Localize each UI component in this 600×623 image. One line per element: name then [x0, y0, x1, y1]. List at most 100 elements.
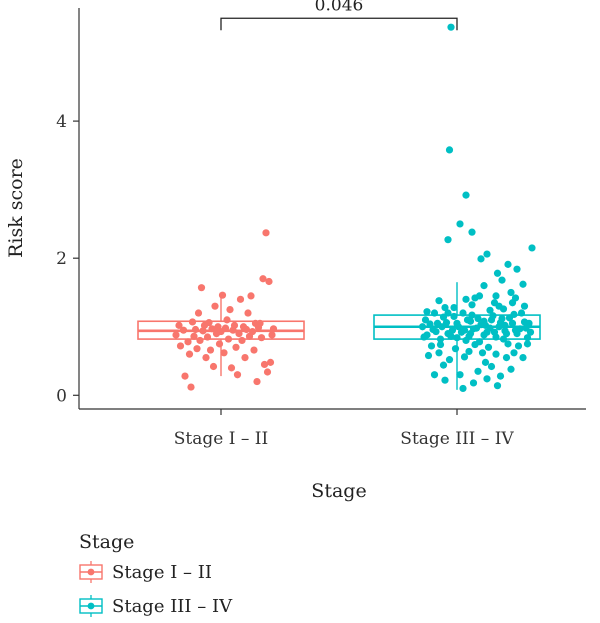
data-point: [188, 318, 197, 326]
x-axis-ticks: Stage I – II Stage III – IV: [174, 409, 514, 449]
data-point: [474, 314, 482, 323]
data-point: [190, 332, 198, 340]
data-point: [498, 314, 506, 323]
data-point: [456, 371, 464, 379]
data-point: [451, 345, 460, 353]
data-point: [465, 347, 473, 356]
y-tick-label: 4: [56, 112, 67, 132]
data-point: [184, 338, 192, 346]
data-point: [220, 349, 228, 357]
data-point: [441, 303, 449, 312]
data-point: [444, 309, 452, 317]
data-point: [421, 316, 430, 324]
data-point: [468, 301, 476, 309]
data-point: [176, 342, 185, 350]
legend-item: Stage III – IV: [79, 595, 233, 617]
data-point: [525, 319, 533, 327]
data-point: [242, 325, 251, 334]
box-groups: [137, 23, 541, 393]
y-axis-title: Risk score: [5, 158, 27, 258]
data-point: [218, 291, 227, 299]
data-point: [211, 302, 219, 310]
data-point: [450, 312, 458, 321]
data-point: [462, 336, 470, 345]
data-point: [193, 345, 201, 353]
data-point: [262, 229, 270, 237]
data-point: [519, 280, 527, 288]
data-point: [469, 379, 478, 387]
data-point: [447, 332, 455, 340]
p-value-label: 0.046: [315, 0, 364, 15]
legend-key-point: [87, 602, 95, 610]
data-point: [215, 340, 224, 348]
data-point: [514, 342, 523, 350]
data-point: [510, 349, 518, 357]
data-point: [223, 316, 231, 324]
data-point: [236, 295, 245, 303]
data-point: [501, 321, 509, 329]
data-point: [493, 269, 502, 277]
data-point: [432, 327, 440, 336]
data-point: [526, 328, 535, 336]
data-point: [477, 255, 485, 263]
data-point: [468, 311, 476, 319]
data-point: [445, 356, 454, 364]
x-tick-label: Stage I – II: [174, 429, 268, 449]
data-point: [253, 377, 261, 386]
data-point: [456, 220, 464, 228]
significance-bracket-line: [220, 17, 458, 31]
data-point: [194, 309, 203, 317]
data-point: [517, 309, 526, 317]
data-point: [445, 146, 454, 154]
data-point: [487, 362, 496, 371]
data-point: [486, 306, 494, 314]
data-point: [442, 319, 451, 327]
data-point: [490, 299, 499, 307]
data-point: [495, 323, 503, 331]
data-point: [230, 321, 239, 329]
data-point: [474, 367, 482, 375]
data-point: [436, 340, 445, 349]
data-point: [484, 343, 493, 351]
data-point: [483, 375, 491, 383]
y-axis-ticks: 0 2 4: [56, 112, 79, 406]
data-point: [172, 331, 180, 339]
data-point: [492, 292, 500, 300]
data-point: [233, 371, 242, 379]
data-point: [418, 323, 427, 331]
data-point: [191, 325, 200, 334]
data-point: [511, 294, 520, 302]
data-point: [454, 323, 463, 331]
data-point: [256, 319, 264, 327]
y-tick-label: 2: [56, 249, 67, 269]
data-point: [481, 358, 490, 366]
data-point: [235, 329, 243, 338]
data-point: [508, 319, 517, 327]
data-point: [489, 312, 497, 320]
data-point: [471, 340, 479, 349]
data-point: [480, 282, 488, 290]
data-point: [441, 376, 449, 384]
legend-label: Stage I – II: [112, 562, 212, 583]
data-point: [499, 305, 508, 313]
legend-label: Stage III – IV: [112, 596, 233, 617]
data-point: [433, 319, 442, 327]
data-point: [480, 331, 488, 339]
legend: Stage Stage I – II Stage III – IV: [79, 531, 233, 617]
data-point: [444, 236, 452, 244]
data-point: [199, 327, 207, 335]
data-point: [447, 23, 455, 31]
data-point: [202, 353, 210, 362]
data-point: [523, 334, 532, 342]
data-point: [179, 326, 188, 334]
data-point: [483, 250, 491, 258]
data-point: [520, 302, 529, 310]
data-point: [505, 314, 514, 322]
data-point: [462, 191, 470, 199]
data-point: [266, 358, 275, 366]
data-point: [450, 303, 458, 312]
data-point: [185, 350, 194, 358]
data-point: [436, 335, 445, 343]
data-point: [227, 364, 236, 372]
